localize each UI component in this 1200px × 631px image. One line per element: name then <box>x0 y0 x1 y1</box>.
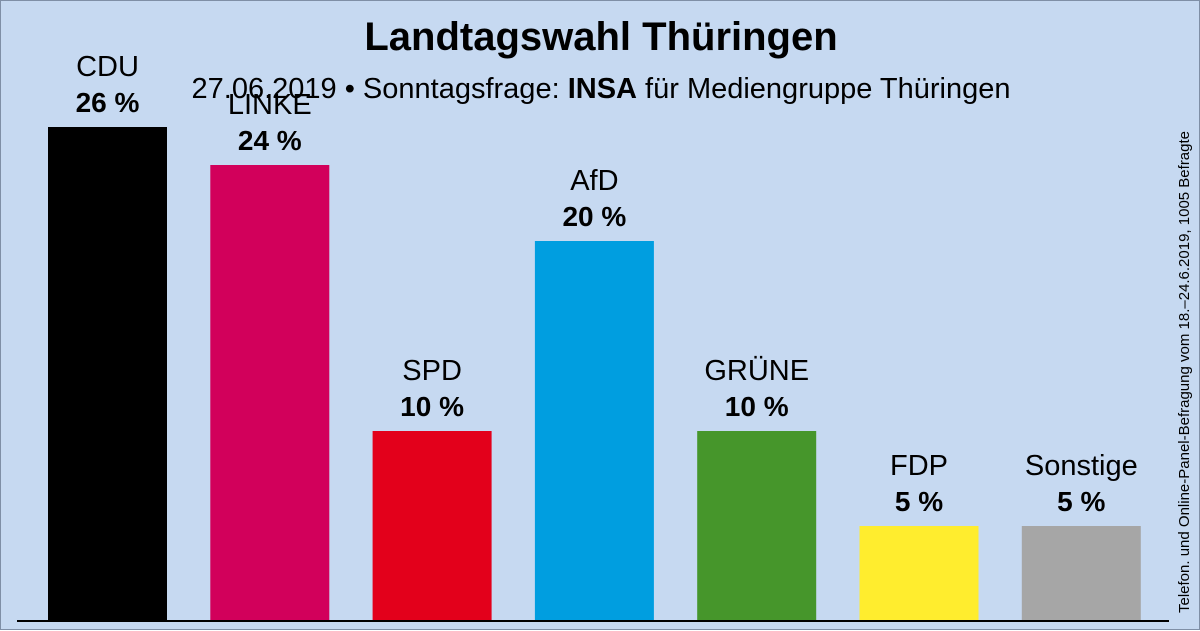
category-label-gr-ne: GRÜNE <box>704 355 809 387</box>
value-label-fdp: 5 % <box>895 486 943 517</box>
category-label-sonstige: Sonstige <box>1025 450 1138 482</box>
value-label-linke: 24 % <box>238 125 302 156</box>
value-label-spd: 10 % <box>400 391 464 422</box>
bar-cdu <box>48 127 167 621</box>
value-label-cdu: 26 % <box>76 87 140 118</box>
category-label-cdu: CDU <box>76 51 139 83</box>
category-label-linke: LINKE <box>228 89 312 121</box>
chart-title: Landtagswahl Thüringen <box>364 15 838 59</box>
value-label-sonstige: 5 % <box>1057 486 1105 517</box>
value-label-gr-ne: 10 % <box>725 391 789 422</box>
bar-spd <box>372 431 492 621</box>
bar-sonstige <box>1021 526 1141 621</box>
category-label-afd: AfD <box>570 165 618 197</box>
subtitle-client: für Mediengruppe Thüringen <box>645 73 1011 105</box>
bar-gr-ne <box>697 431 817 621</box>
subtitle-date-label: 27.06.2019 • Sonntagsfrage: <box>191 73 560 105</box>
bar-fdp <box>859 526 979 621</box>
value-label-afd: 20 % <box>562 201 626 232</box>
subtitle-institute: INSA <box>567 73 637 105</box>
bar-afd <box>534 241 654 621</box>
bar-linke <box>210 165 330 621</box>
category-label-spd: SPD <box>402 355 462 387</box>
category-label-fdp: FDP <box>890 450 948 482</box>
chart-subtitle: 27.06.2019 • Sonntagsfrage: INSA für Med… <box>1 73 1200 106</box>
